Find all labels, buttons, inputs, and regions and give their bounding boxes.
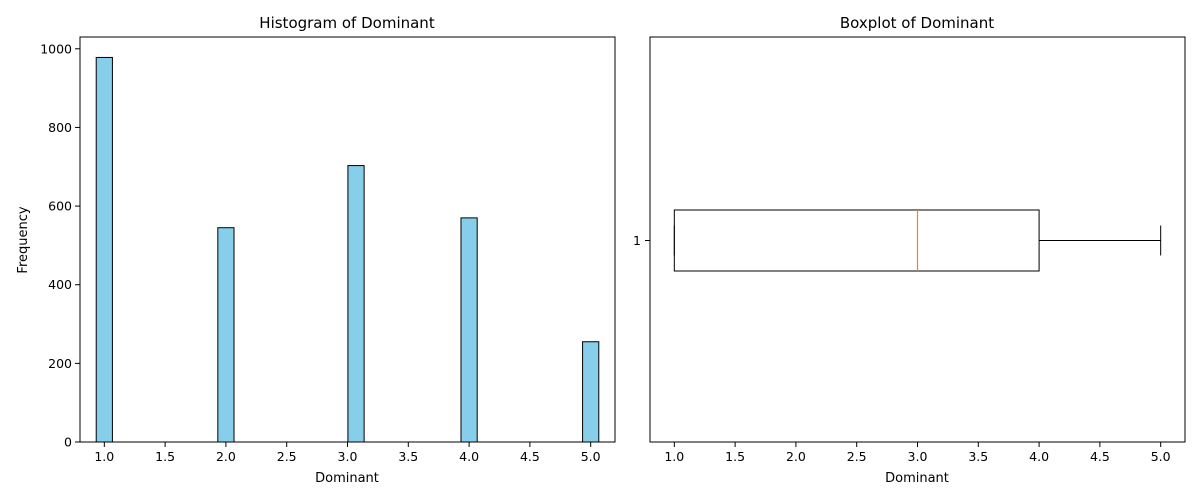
histogram-x-tick-label: 1.0 (94, 449, 114, 464)
histogram-y-tick-label: 800 (48, 120, 72, 135)
boxplot-x-tick-label: 4.5 (1090, 449, 1110, 464)
histogram-x-tick-label: 4.5 (520, 449, 540, 464)
boxplot-x-tick-label: 1.0 (664, 449, 684, 464)
boxplot-x-tick-label: 3.5 (968, 449, 988, 464)
histogram-x-tick-label: 5.0 (581, 449, 601, 464)
histogram-bar (460, 217, 478, 443)
histogram-x-axis-label: Dominant (315, 471, 379, 486)
boxplot-category-label: 1 (633, 233, 641, 248)
histogram-bars (95, 56, 600, 443)
boxplot-title: Boxplot of Dominant (840, 14, 994, 32)
boxplot-x-tick-label: 1.5 (725, 449, 745, 464)
histogram-y-tick-label: 0 (64, 435, 72, 450)
histogram-bar (347, 165, 365, 443)
boxplot-panel: Boxplot of Dominant 1.0 1.5 2.0 2.5 3.0 3.5 4.… (633, 14, 1186, 486)
histogram-y-tick-label: 200 (48, 356, 72, 371)
histogram-x-tick-label: 4.0 (459, 449, 479, 464)
histogram-y-ticks: 0 200 400 600 800 1000 (40, 41, 80, 450)
histogram-x-ticks: 1.0 1.5 2.0 2.5 3.0 3.5 4.0 4.5 5.0 (94, 442, 601, 464)
boxplot-x-tick-label: 3.0 (908, 449, 928, 464)
boxplot-box (673, 209, 1040, 272)
boxplot-marks (673, 209, 1162, 272)
histogram-x-tick-label: 3.5 (398, 449, 418, 464)
histogram-y-tick-label: 400 (48, 277, 72, 292)
boxplot-x-tick-label: 2.5 (847, 449, 867, 464)
boxplot-x-tick-label: 2.0 (786, 449, 806, 464)
histogram-bar (582, 341, 600, 443)
histogram-y-tick-label: 1000 (40, 41, 72, 56)
histogram-x-tick-label: 2.0 (216, 449, 236, 464)
histogram-x-tick-label: 3.0 (338, 449, 358, 464)
histogram-x-tick-label: 2.5 (277, 449, 297, 464)
histogram-y-axis-label: Frequency (16, 206, 31, 273)
boxplot-x-ticks: 1.0 1.5 2.0 2.5 3.0 3.5 4.0 4.5 5.0 (664, 442, 1171, 464)
histogram-title: Histogram of Dominant (259, 14, 435, 32)
boxplot-x-axis-label: Dominant (885, 471, 949, 486)
histogram-bar (217, 227, 235, 443)
histogram-x-tick-label: 1.5 (155, 449, 175, 464)
histogram-bar (95, 56, 113, 443)
boxplot-x-tick-label: 4.0 (1029, 449, 1049, 464)
histogram-y-tick-label: 600 (48, 199, 72, 214)
boxplot-x-tick-label: 5.0 (1151, 449, 1171, 464)
boxplot-y-ticks: 1 (633, 233, 650, 248)
histogram-panel: Histogram of Dominant 1.0 1.5 2.0 2.5 3.0 3.5… (16, 14, 616, 486)
